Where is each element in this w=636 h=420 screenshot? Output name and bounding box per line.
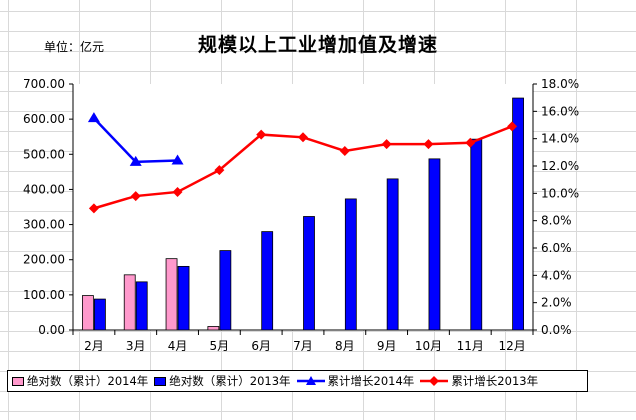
left-axis-tick-label: 500.00	[23, 147, 65, 161]
marker-triangle-2014	[87, 112, 100, 123]
bar-2013	[344, 198, 357, 331]
bar-2013	[303, 216, 315, 331]
right-axis-tick-label: 8.0%	[541, 214, 572, 228]
right-axis-tick-label: 14.0%	[541, 132, 579, 146]
legend-swatch	[154, 376, 167, 386]
chart-title: 规模以上工业增加值及增速	[197, 34, 438, 56]
bar-2013	[261, 231, 274, 331]
unit-label: 单位：亿元	[44, 40, 105, 54]
legend-label: 累计增长2014年	[327, 374, 415, 388]
marker-diamond-2013	[298, 132, 308, 143]
marker-diamond-2013	[381, 139, 392, 150]
left-axis-tick-label: 600.00	[23, 112, 65, 126]
x-axis-category-label: 12月	[498, 339, 525, 353]
x-axis-category-label: 6月	[251, 339, 271, 353]
x-axis-category-label: 9月	[377, 339, 397, 353]
legend-swatch	[420, 376, 449, 386]
bar-2014	[165, 258, 178, 331]
right-axis-tick-label: 12.0%	[541, 159, 579, 173]
marker-diamond-2013	[214, 165, 225, 176]
marker-diamond-2013	[88, 203, 99, 214]
legend-label: 绝对数（累计）2013年	[169, 374, 291, 388]
chart-legend: 绝对数（累计）2014年 绝对数（累计）2013年 累计增长2014年 累计增长201…	[7, 370, 588, 392]
left-axis-tick-label: 400.00	[23, 182, 65, 196]
x-axis-category-label: 3月	[126, 339, 146, 353]
legend-label: 累计增长2013年	[451, 374, 539, 388]
x-axis-category-label: 8月	[335, 339, 355, 353]
marker-diamond-2013	[423, 139, 434, 150]
left-axis-tick-label: 200.00	[23, 253, 65, 267]
x-axis-category-label: 4月	[168, 339, 188, 353]
bar-2013	[386, 178, 399, 331]
bar-2013	[135, 281, 148, 331]
right-axis-tick-label: 10.0%	[541, 186, 579, 200]
right-axis-tick-label: 6.0%	[541, 241, 572, 255]
legend-item: 累计增长2014年	[296, 373, 415, 389]
marker-diamond-2013	[172, 186, 183, 197]
legend-item: 绝对数（累计）2014年	[12, 373, 148, 389]
marker-diamond-2013	[507, 121, 518, 132]
bar-2013	[94, 298, 106, 331]
x-axis-category-label: 10月	[415, 339, 442, 353]
left-axis-tick-label: 300.00	[23, 218, 65, 232]
left-axis-tick-label: 0.00	[38, 323, 65, 337]
marker-diamond-2013	[130, 191, 141, 202]
bar-2014	[123, 274, 136, 331]
x-axis-category-label: 7月	[293, 339, 313, 353]
bar-2014	[82, 295, 94, 331]
legend-swatch	[296, 376, 325, 385]
marker-triangle-2014	[129, 155, 142, 166]
bar-2013	[219, 250, 232, 331]
marker-diamond-2013	[339, 145, 350, 156]
bar-2014	[207, 326, 220, 331]
right-axis-tick-label: 2.0%	[541, 296, 572, 310]
legend-item: 累计增长2013年	[420, 373, 538, 389]
x-axis-category-label: 2月	[84, 339, 104, 353]
left-axis-tick-label: 100.00	[23, 288, 65, 302]
right-axis-tick-label: 18.0%	[541, 77, 579, 91]
right-axis-tick-label: 0.0%	[541, 323, 572, 337]
marker-diamond-2013	[256, 129, 267, 140]
legend-label: 绝对数（累计）2014年	[27, 374, 149, 388]
plot-area-background	[73, 84, 533, 330]
x-axis-category-label: 11月	[457, 339, 484, 353]
marker-triangle-2014	[171, 154, 184, 165]
x-axis-category-label: 5月	[210, 339, 230, 353]
legend-swatch	[12, 376, 24, 386]
bar-2013	[177, 265, 190, 331]
bar-2013	[470, 138, 483, 331]
bar-2013	[512, 97, 524, 331]
right-axis-tick-label: 4.0%	[541, 268, 572, 282]
legend-item: 绝对数（累计）2013年	[154, 373, 291, 389]
marker-diamond-2013	[465, 137, 476, 148]
bar-2013	[428, 158, 441, 331]
right-axis-tick-label: 16.0%	[541, 104, 579, 118]
left-axis-tick-label: 700.00	[23, 77, 65, 91]
